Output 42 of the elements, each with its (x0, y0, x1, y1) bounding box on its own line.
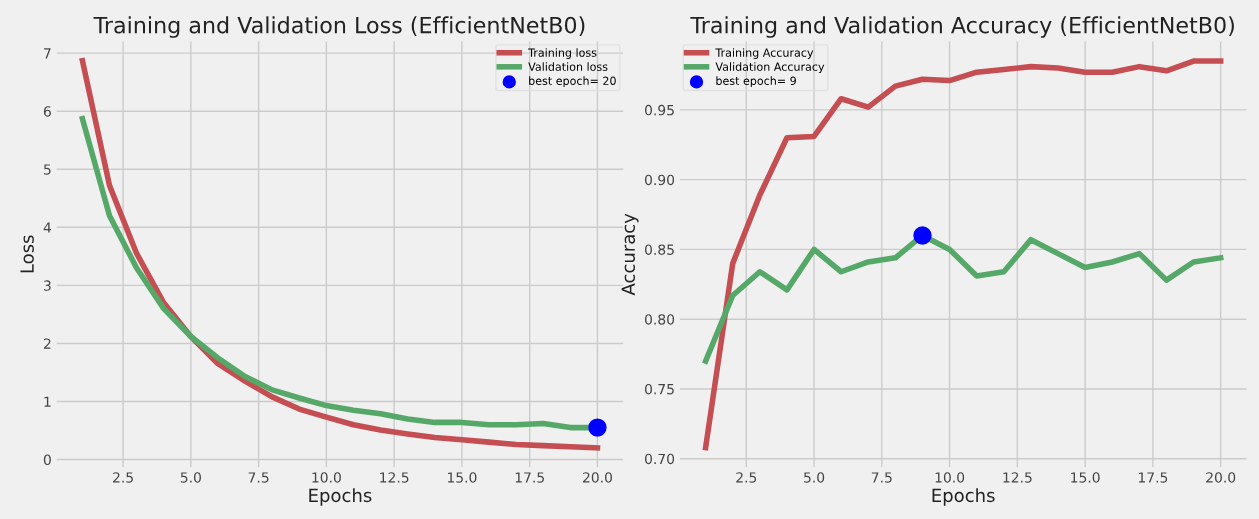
y-tick-label: 3 (44, 280, 51, 291)
y-tick-label: 6 (43, 106, 51, 117)
legend-label: Validation loss (528, 62, 608, 71)
y-tick-label: 0.90 (644, 174, 675, 186)
x-tick-label: 17.5 (515, 472, 544, 483)
x-tick-label: 2.5 (113, 472, 133, 483)
x-tick-label: 2.5 (736, 472, 757, 483)
y-tick-label: 0.80 (644, 314, 675, 325)
y-tick-label: 4 (43, 222, 52, 233)
y-tick-label: 5 (44, 164, 51, 175)
x-tick-label: 15.0 (447, 472, 477, 483)
x-tick-label: 20.0 (1206, 472, 1236, 483)
x-axis-title: Epochs (932, 488, 995, 506)
x-tick-label: 17.5 (1138, 472, 1168, 483)
y-tick-label: 7 (44, 48, 51, 59)
y-tick-label: 0 (43, 454, 51, 466)
x-tick-label: 10.0 (312, 472, 341, 483)
x-tick-label: 12.5 (1003, 472, 1032, 483)
legend-label: Training loss (528, 48, 597, 59)
y-axis-title: Loss (20, 235, 34, 273)
legend-label: best epoch= 9 (716, 76, 796, 88)
x-tick-label: 5.0 (804, 472, 825, 483)
x-tick-label: 10.0 (935, 472, 965, 483)
legend-label: Validation Accuracy (715, 62, 825, 74)
y-tick-label: 2 (43, 338, 51, 349)
x-tick-label: 12.5 (380, 472, 409, 483)
legend-label: best epoch= 20 (529, 76, 616, 88)
x-tick-label: 15.0 (1071, 472, 1100, 483)
x-tick-label: 7.5 (248, 472, 269, 483)
y-tick-label: 0.85 (644, 244, 674, 255)
legend-label: Training Accuracy (715, 48, 814, 59)
x-tick-label: 7.5 (871, 472, 892, 483)
chart-title: Training and Validation Accuracy (EfficientNetB0) (690, 16, 1234, 38)
chart-title: Training and Validation Loss (EfficientNetB0) (93, 16, 585, 38)
y-tick-label: 1 (44, 396, 51, 407)
x-axis-title: Epochs (309, 488, 372, 506)
y-tick-label: 0.95 (644, 104, 674, 116)
y-tick-label: 0.75 (644, 383, 674, 395)
y-axis-title: Accuracy (621, 213, 639, 296)
x-tick-label: 5.0 (180, 472, 201, 483)
y-tick-label: 0.70 (644, 453, 675, 465)
x-tick-label: 20.0 (583, 472, 612, 483)
